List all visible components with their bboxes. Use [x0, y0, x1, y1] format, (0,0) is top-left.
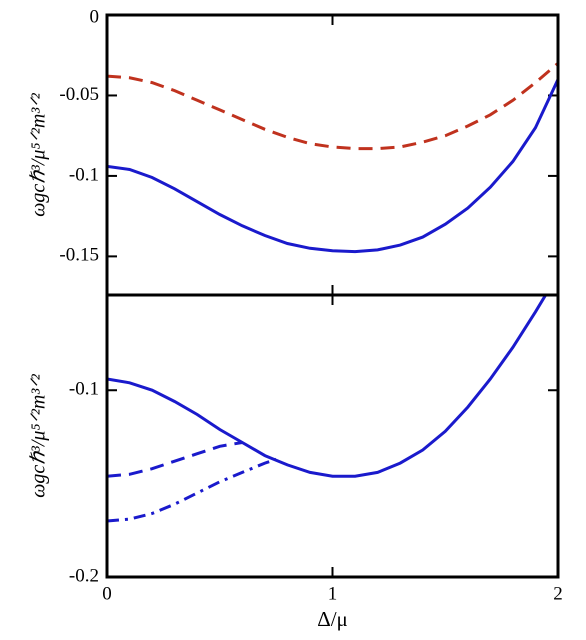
y-axis-label: ωgcℏ³/μ⁵ᐟ²m³ᐟ² — [28, 92, 50, 217]
y-tick-label: -0.1 — [69, 379, 99, 400]
y-tick-label: -0.05 — [59, 84, 99, 105]
y-tick-label: 0 — [90, 6, 100, 27]
x-tick-label: 0 — [102, 583, 112, 604]
y-tick-label: -0.15 — [59, 245, 99, 266]
line — [107, 457, 277, 523]
line — [107, 78, 558, 254]
x-tick-label: 2 — [553, 583, 563, 604]
y-tick-label: -0.2 — [69, 565, 99, 586]
x-axis-label: Δ/μ — [317, 607, 348, 631]
line — [107, 295, 548, 478]
x-tick-label: 1 — [328, 583, 338, 604]
line — [107, 62, 558, 151]
plot-frame — [105, 13, 560, 297]
y-tick-label: -0.1 — [69, 164, 99, 185]
line — [107, 441, 243, 478]
y-axis-label: ωgcℏ³/μ⁵ᐟ²m³ᐟ² — [28, 373, 50, 498]
plot-frame — [105, 293, 560, 579]
